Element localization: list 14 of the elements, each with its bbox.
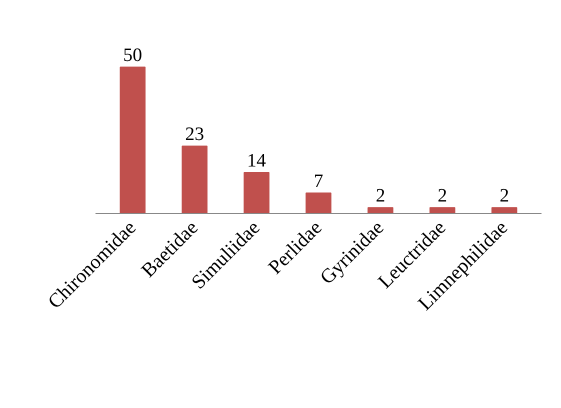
bar [120, 66, 146, 214]
bar [491, 207, 518, 214]
data-label: 7 [314, 171, 324, 192]
bar [368, 207, 394, 214]
bar [182, 146, 208, 214]
data-label: 14 [247, 150, 267, 172]
data-label: 23 [185, 124, 204, 146]
data-label: 2 [376, 186, 386, 207]
data-label: 50 [123, 45, 142, 66]
data-label: 2 [438, 186, 448, 207]
bar [244, 172, 270, 214]
data-label: 2 [500, 186, 510, 207]
bar [306, 192, 332, 214]
bar [430, 207, 456, 214]
